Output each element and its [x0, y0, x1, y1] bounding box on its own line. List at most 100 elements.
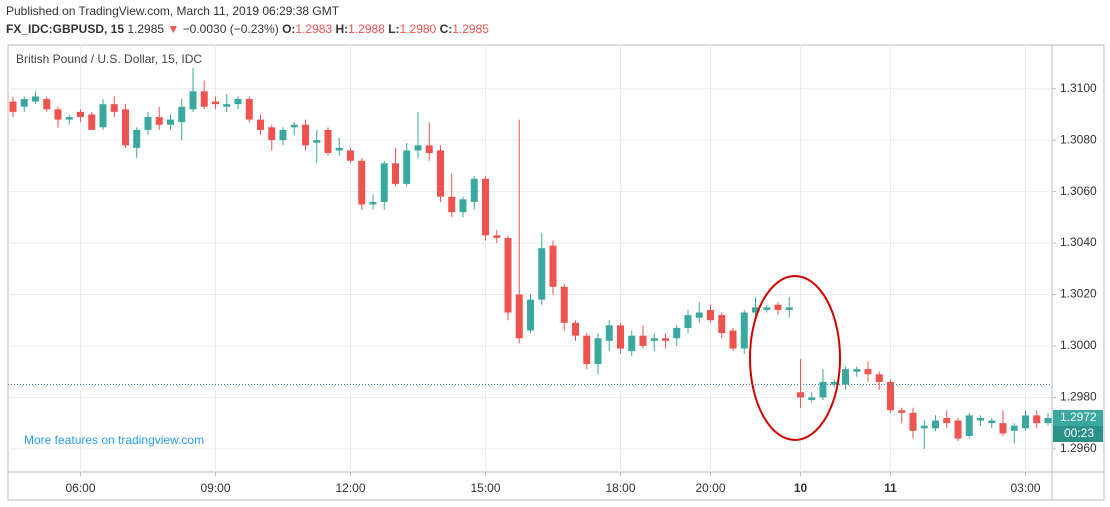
candle-body	[268, 127, 276, 141]
candle-body	[77, 111, 84, 118]
candle-body	[167, 119, 174, 125]
x-tick-label: 12:00	[335, 481, 365, 495]
candle-body	[639, 335, 647, 346]
candle-body	[538, 248, 546, 300]
candle-body	[718, 315, 726, 334]
candle-body	[605, 325, 613, 341]
x-tick-label: 18:00	[605, 481, 635, 495]
candle-body	[189, 91, 197, 110]
last-price-box	[1053, 409, 1103, 426]
x-tick-label: 15:00	[470, 481, 500, 495]
candle-body	[977, 417, 984, 421]
candle-body	[954, 420, 962, 439]
candle-body	[785, 307, 793, 310]
candle-body	[830, 381, 838, 385]
o-label: O:	[282, 22, 295, 36]
candle-body	[9, 101, 17, 112]
candle-body	[583, 335, 591, 364]
price: 1.2985	[127, 22, 164, 36]
candle-body	[257, 119, 264, 130]
candle-body	[414, 145, 422, 151]
candle-body	[54, 109, 62, 120]
candle-body	[1044, 417, 1052, 424]
candle-body	[920, 425, 928, 429]
o: 1.2983	[295, 22, 332, 36]
candle-body	[99, 104, 107, 128]
symbol: FX_IDC:GBPUSD, 15	[6, 22, 124, 36]
candle-body	[752, 307, 759, 313]
candle-body	[988, 420, 996, 424]
candle-body	[965, 415, 973, 436]
candle-body	[448, 196, 456, 213]
candle-body	[1010, 425, 1018, 431]
candle-body	[515, 294, 523, 339]
candle-body	[223, 104, 231, 107]
candle-body	[527, 299, 534, 331]
candle-body	[178, 106, 186, 123]
candle-body	[662, 338, 669, 341]
c-label: C:	[440, 22, 453, 36]
candle-body	[560, 286, 568, 323]
candle-body	[1022, 415, 1029, 429]
countdown-box	[1053, 425, 1103, 442]
candle-body	[673, 327, 681, 339]
candle-body	[999, 423, 1007, 434]
candle-body	[740, 312, 748, 349]
candle-body	[358, 160, 366, 205]
candle-body	[43, 99, 51, 110]
highlight-ellipse	[749, 275, 841, 441]
arrow: ▼	[167, 22, 179, 36]
candle-body	[110, 104, 118, 112]
promo-link[interactable]: More features on tradingview.com	[24, 433, 204, 447]
candle-body	[684, 315, 692, 328]
candle-body	[335, 147, 343, 151]
candle-body	[437, 150, 444, 197]
candle-body	[887, 381, 894, 411]
candle-body	[347, 150, 354, 161]
candle-body	[594, 338, 602, 364]
candle-body	[763, 307, 771, 310]
y-tick-label: 1.3020	[1060, 287, 1097, 301]
y-tick-label: 1.3080	[1060, 132, 1097, 146]
candle-body	[290, 124, 298, 128]
candle-body	[155, 117, 163, 125]
candle-body	[144, 117, 152, 130]
x-tick-label: 06:00	[65, 481, 95, 495]
candle-body	[403, 150, 411, 184]
candle-body	[909, 412, 917, 431]
h: 1.2988	[348, 22, 385, 36]
legend: British Pound / U.S. Dollar, 15, IDC	[16, 52, 202, 66]
candle-body	[875, 374, 883, 382]
candle-body	[729, 330, 737, 349]
candle-body	[212, 101, 219, 105]
last-price-label: 1.2972	[1060, 410, 1097, 424]
candle-body	[302, 124, 309, 146]
candle-body	[943, 417, 951, 424]
x-tick-label: 09:00	[200, 481, 230, 495]
candle-body	[504, 237, 512, 313]
candle-body	[650, 338, 658, 341]
countdown-label: 00:23	[1064, 426, 1094, 440]
x-tick-label: 03:00	[1010, 481, 1040, 495]
y-tick-label: 1.3040	[1060, 235, 1097, 249]
candle-body	[122, 109, 129, 146]
candle-body	[864, 369, 872, 375]
l-label: L:	[388, 22, 399, 36]
candle-body	[459, 199, 467, 213]
y-tick-label: 1.3100	[1060, 81, 1097, 95]
y-tick-label: 1.3000	[1060, 338, 1097, 352]
candle-body	[234, 99, 242, 105]
candle-body	[88, 114, 96, 130]
candle-body	[470, 178, 478, 202]
candle-body	[617, 325, 624, 349]
candle-body	[707, 309, 714, 321]
quote-line: FX_IDC:GBPUSD, 15 1.2985 ▼ −0.0030 (−0.2…	[6, 22, 489, 36]
y-tick-label: 1.2980	[1060, 390, 1097, 404]
candle-body	[797, 392, 804, 398]
candle-body	[245, 99, 253, 120]
h-label: H:	[335, 22, 348, 36]
candle-body	[380, 163, 388, 202]
candle-body	[324, 129, 332, 154]
c: 1.2985	[452, 22, 489, 36]
